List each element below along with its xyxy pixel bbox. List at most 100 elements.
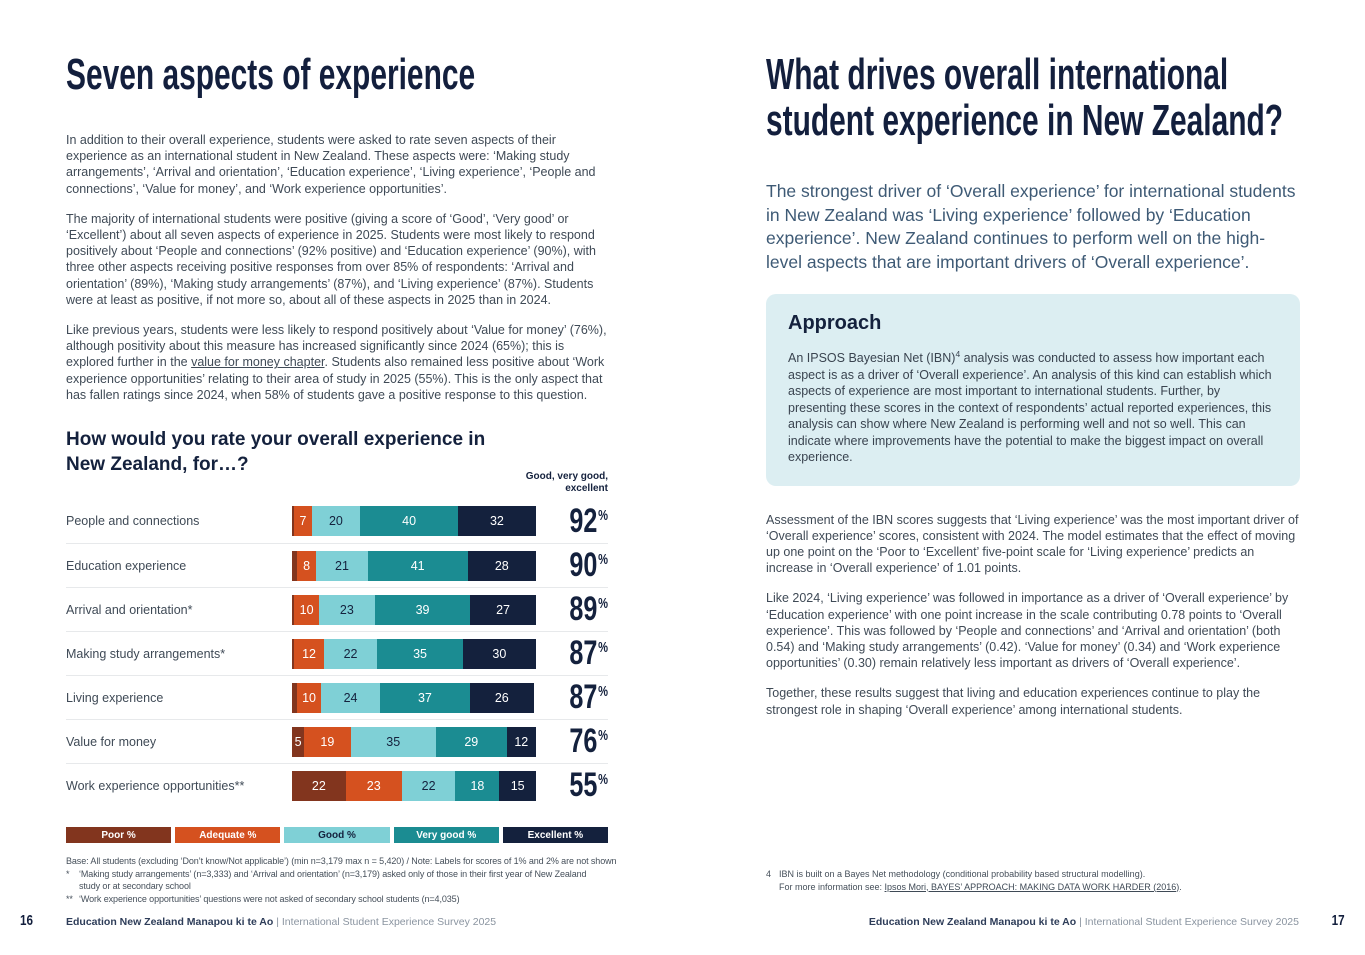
chart-row: Education experience 8 21 41 28 90%: [66, 543, 608, 587]
bar-segment: 26: [470, 682, 534, 713]
stacked-bar: 22 23 22 18 15: [292, 770, 536, 801]
bar-segment: [292, 506, 295, 537]
chart-row: Work experience opportunities** 22 23 22 18 1…: [66, 763, 608, 807]
value-for-money-chapter-link[interactable]: value for money chapter: [191, 355, 325, 370]
bar-segment: 12: [506, 726, 536, 757]
bar-segment: 23: [345, 770, 402, 801]
footnote-4-line2-post: .: [1179, 881, 1182, 892]
legend-item: Very good %: [393, 827, 499, 844]
bar-segment: 27: [470, 594, 536, 625]
bar-segment: 7: [294, 506, 312, 537]
chart-row-label: Education experience: [66, 558, 187, 573]
bar-segment: 8: [296, 550, 317, 581]
footnote-4: 4 IBN is built on a Bayes Net methodolog…: [766, 868, 1306, 893]
stacked-bar: 10 24 37 26: [292, 682, 536, 713]
stacked-bar: 8 21 41 28: [292, 550, 536, 581]
bar-segment: 5: [292, 726, 305, 757]
approach-callout: Approach An IPSOS Bayesian Net (IBN)4 an…: [766, 294, 1300, 486]
page-title: What drives overall international studen…: [766, 50, 1284, 145]
chart-row-label: Arrival and orientation*: [66, 602, 193, 617]
bar-segment: 35: [350, 726, 436, 757]
footer-separator: |: [276, 916, 279, 928]
bar-segment: [292, 594, 295, 625]
legend-item: Poor %: [66, 827, 172, 844]
right-page: What drives overall international studen…: [766, 0, 1300, 732]
footnote-marker: *: [66, 868, 70, 879]
positive-total: 89%: [569, 590, 608, 629]
left-paragraph-2: The majority of international students w…: [66, 211, 596, 307]
bar-segment: 37: [379, 682, 471, 713]
footnote-star2: ** ‘Work experience opportunities’ quest…: [66, 893, 460, 904]
right-paragraph-3: Together, these results suggest that liv…: [766, 686, 1261, 717]
bar-segment: [292, 550, 297, 581]
chart-row-label: Making study arrangements*: [66, 646, 226, 661]
bar-segment: 10: [296, 682, 322, 713]
ipsos-reference-link[interactable]: Ipsos Mori, BAYES’ APPROACH: MAKING DATA…: [884, 881, 1180, 892]
paragraph-3-post: . Students also remained less positive a…: [66, 355, 605, 402]
legend-item: Adequate %: [175, 827, 281, 844]
bar-segment: 20: [311, 506, 361, 537]
left-footer: Education New Zealand Manapou ki te Ao |…: [66, 916, 496, 928]
left-paragraph-3: Like previous years, students were less …: [66, 322, 608, 403]
chart-row: Living experience 10 24 37 26 87%: [66, 675, 608, 719]
paragraph-3-pre: Like previous years, students were less …: [66, 323, 607, 370]
right-paragraphs: Assessment of the IBN scores suggests th…: [766, 512, 1300, 718]
bar-segment: 15: [499, 770, 536, 801]
footer-survey-title: International Student Experience Survey …: [281, 916, 497, 928]
footnote-4-line2-pre: For more information see:: [779, 881, 885, 892]
right-paragraph-2: Like 2024, ‘Living experience’ was follo…: [766, 591, 1289, 671]
bar-segment: 24: [321, 682, 380, 713]
stacked-bar: 12 22 35 30: [292, 638, 536, 669]
chart-title: How would you rate your overall experien…: [66, 429, 486, 476]
positive-total: 90%: [569, 546, 608, 585]
positive-total: 87%: [569, 634, 608, 673]
chart-row: Arrival and orientation* 10 23 39 27 89%: [66, 587, 608, 631]
footnote-marker: **: [66, 893, 73, 904]
footer-brand: Education New Zealand Manapou ki te Ao: [66, 916, 274, 928]
footnote-4-line1: IBN is built on a Bayes Net methodology …: [779, 869, 1146, 879]
legend-item: Excellent %: [502, 827, 609, 844]
positive-total: 87%: [569, 678, 608, 717]
bar-segment: 23: [318, 594, 375, 625]
bar-segment: 22: [323, 638, 378, 669]
legend-item: Good %: [284, 827, 390, 844]
chart-row-label: Living experience: [66, 690, 164, 705]
chart-note-row: Good, very good, excellent: [66, 471, 608, 495]
positive-header: Good, very good, excellent: [525, 471, 608, 495]
footer-brand: Education New Zealand Manapou ki te Ao: [868, 916, 1077, 928]
approach-heading: Approach: [788, 312, 882, 334]
chart-row: Making study arrangements* 12 22 35 30 87%: [66, 631, 608, 675]
positive-total: 55%: [569, 766, 608, 805]
bar-segment: 29: [435, 726, 507, 757]
chart-row-label: Work experience opportunities**: [66, 778, 245, 793]
page-title: Seven aspects of experience: [66, 50, 476, 99]
bar-segment: 35: [377, 638, 463, 669]
approach-body: An IPSOS Bayesian Net (IBN)4 analysis wa…: [788, 349, 1272, 465]
bar-segment: 22: [292, 770, 346, 801]
title-line-1: What drives overall international: [766, 50, 1229, 99]
footnote-star1: * ‘Making study arrangements’ (n=3,333) …: [66, 868, 587, 892]
left-paragraph-1: In addition to their overall experience,…: [66, 133, 596, 196]
chart-footnotes: Base: All students (excluding ‘Don’t kno…: [66, 855, 617, 905]
stacked-bar: 7 20 40 32: [292, 506, 536, 537]
footnote-reference-4: 4: [955, 349, 961, 359]
stacked-bar: 10 23 39 27: [292, 594, 536, 625]
chart-row: Value for money 5 19 35 29 12 76%: [66, 719, 608, 763]
bar-segment: 28: [467, 550, 536, 581]
stacked-bar-chart: Good, very good, excellent People and co…: [66, 471, 617, 905]
right-page-number: 17: [1331, 912, 1345, 929]
bar-segment: 41: [367, 550, 468, 581]
footer-separator: |: [1079, 916, 1082, 928]
chart-row-label: Value for money: [66, 734, 157, 749]
bar-segment: 40: [360, 506, 458, 537]
intro-paragraph: The strongest driver of ‘Overall experie…: [766, 181, 1296, 272]
chart-row-label: People and connections: [66, 514, 200, 529]
bar-segment: 32: [457, 506, 536, 537]
bar-segment: 12: [294, 638, 324, 669]
title-line-2: student experience in New Zealand?: [766, 96, 1284, 145]
bar-segment: 30: [462, 638, 536, 669]
chart-legend: Poor % Adequate % Good % Very good % Excelle…: [66, 827, 609, 844]
bar-segment: [292, 682, 297, 713]
bar-segment: 10: [294, 594, 319, 625]
